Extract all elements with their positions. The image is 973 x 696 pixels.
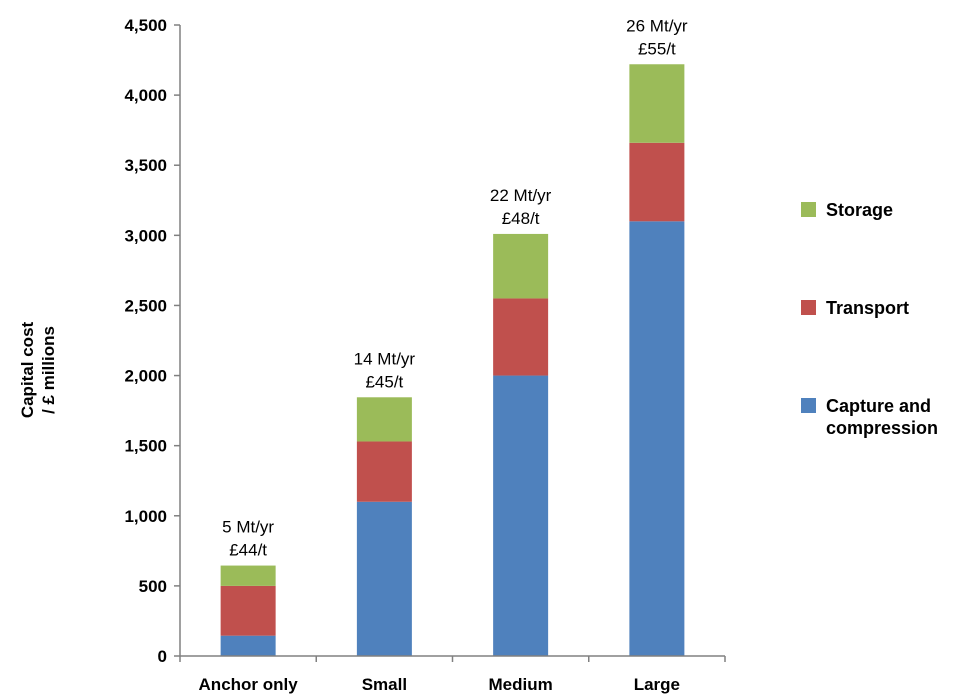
bar-small-storage	[356, 397, 412, 442]
bar-medium-storage	[493, 233, 549, 299]
y-tick-label: 2,500	[124, 296, 167, 315]
legend-label-capture-and-compression: Capture and	[826, 396, 931, 416]
legend-label-storage: Storage	[826, 200, 893, 220]
y-tick-label: 2,000	[124, 367, 167, 386]
y-ticks-group: 0 500 1,000 1,500 2,000 2,500 3,000 3,500 4,000 4…	[124, 16, 180, 666]
legend-swatch-capture-and-compression	[801, 398, 816, 413]
legend-label-capture-and-compression: compression	[826, 418, 938, 438]
bar-large-capture-and-compression	[629, 221, 685, 656]
bar-medium-transport	[493, 298, 549, 376]
x-tick-label-medium: Medium	[489, 675, 553, 694]
bar-anchor-only-capture-and-compression	[220, 635, 276, 656]
legend-label-transport: Transport	[826, 298, 909, 318]
y-tick-label: 500	[139, 577, 167, 596]
x-tick-label-large: Large	[634, 675, 680, 694]
bar-large-storage	[629, 64, 685, 143]
bar-large-transport	[629, 142, 685, 222]
y-tick-label: 0	[158, 647, 167, 666]
bar-annotation-cost-per-tonne: £44/t	[229, 541, 267, 560]
y-tick-label: 4,000	[124, 86, 167, 105]
y-axis-title-line-2: / £ millions	[39, 326, 58, 414]
bar-annotation-cost-per-tonne: £45/t	[365, 372, 403, 391]
bar-small-transport	[356, 441, 412, 502]
bar-annotation-capacity: 22 Mt/yr	[490, 186, 552, 205]
y-tick-label: 1,500	[124, 437, 167, 456]
bar-small-capture-and-compression	[356, 501, 412, 656]
y-axis-title-line-1: Capital cost	[18, 321, 37, 418]
bar-anchor-only-transport	[220, 585, 276, 636]
bar-annotation-cost-per-tonne: £48/t	[502, 209, 540, 228]
x-tick-label-anchor-only: Anchor only	[199, 675, 299, 694]
bar-anchor-only-storage	[220, 565, 276, 586]
bars-group	[220, 64, 685, 656]
y-tick-label: 3,000	[124, 226, 167, 245]
bar-annotation-cost-per-tonne: £55/t	[638, 39, 676, 58]
bar-annotation-capacity: 5 Mt/yr	[222, 518, 274, 537]
y-tick-label: 4,500	[124, 16, 167, 35]
bar-annotation-capacity: 14 Mt/yr	[354, 349, 416, 368]
legend-swatch-transport	[801, 300, 816, 315]
bar-medium-capture-and-compression	[493, 375, 549, 656]
y-axis-title: Capital cost / £ millions	[18, 321, 58, 418]
y-tick-label: 3,500	[124, 156, 167, 175]
y-tick-label: 1,000	[124, 507, 167, 526]
x-labels-group: Anchor only Small Medium Large	[199, 675, 680, 694]
axes-group	[179, 25, 726, 662]
x-tick-label-small: Small	[362, 675, 407, 694]
bar-annotation-capacity: 26 Mt/yr	[626, 16, 688, 35]
legend-swatch-storage	[801, 202, 816, 217]
bar-annotations-group: 5 Mt/yr £44/t 14 Mt/yr £45/t 22 Mt/yr £48/t 26…	[222, 16, 688, 559]
